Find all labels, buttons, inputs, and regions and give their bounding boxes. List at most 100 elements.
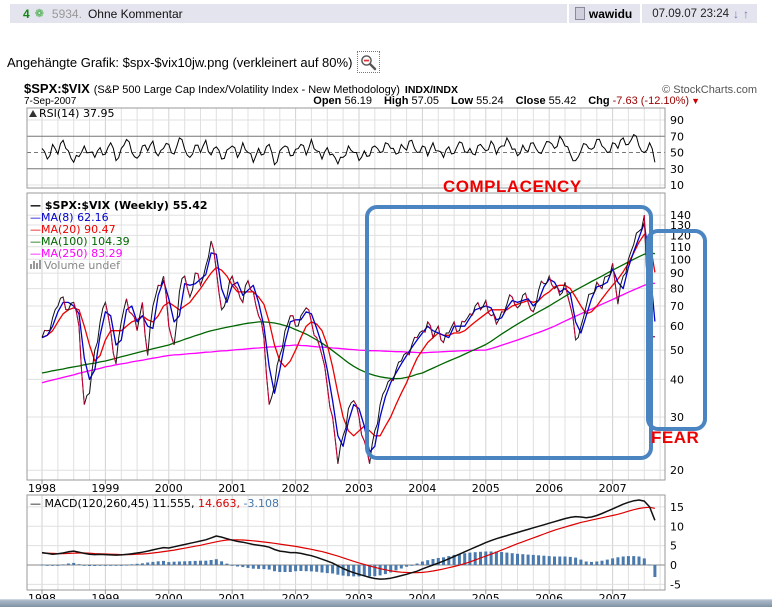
macd-histogram-bar (642, 558, 646, 565)
chart-source: © StockCharts.com (662, 84, 757, 96)
macd-histogram-bar (357, 565, 361, 577)
macd-histogram-bar (373, 565, 377, 577)
zoom-out-button[interactable] (357, 51, 381, 73)
macd-histogram-bar (457, 554, 461, 565)
rsi-label: RSI(14) 37.95 (39, 107, 114, 120)
macd-histogram-bar (547, 556, 551, 565)
macd-histogram-bar (447, 556, 451, 565)
axis-tick-label: 110 (670, 241, 691, 254)
macd-histogram-bar (516, 553, 519, 565)
macd-histogram-bar (468, 552, 472, 565)
axis-tick-label: 140 (670, 209, 691, 222)
username-link[interactable]: wawidu (588, 6, 633, 21)
axis-tick-label: 10 (670, 520, 684, 533)
x-axis-year-label: 2003 (345, 482, 373, 495)
post-header-bar: 4 ❁ 5934. Ohne Kommentar wawidu 07.09.07… (10, 4, 757, 23)
macd-histogram-bar (505, 552, 509, 565)
rsi-panel-border (26, 107, 666, 189)
quote-change: Chg -7.63 (-12.10%) ▼ (588, 95, 700, 107)
axis-tick-label: 50 (670, 147, 684, 160)
axis-tick-label: 50 (670, 344, 684, 357)
ma100-line (41, 252, 655, 380)
macd-histogram-bar (183, 561, 187, 565)
rsi-line (41, 133, 656, 166)
macd-histogram-bar (473, 552, 477, 565)
macd-histogram-bar (109, 565, 113, 566)
macd-histogram-bar (283, 565, 287, 572)
post-header-user-cell: wawidu (566, 4, 640, 23)
axis-tick-label: 15 (670, 501, 684, 514)
nav-down-arrow[interactable]: ↓ (733, 6, 739, 21)
macd-histogram-bar (188, 561, 192, 565)
macd-legend: — MACD(120,260,45) 11.555, 14.663, -3.10… (30, 497, 279, 510)
macd-histogram-bar (637, 556, 641, 565)
price-down-segments (44, 215, 655, 464)
zoom-out-magnifier-icon (361, 54, 377, 70)
macd-histogram-bar (436, 558, 440, 565)
macd-histogram-bar (51, 565, 55, 566)
macd-histogram-bar (616, 557, 620, 565)
chart-quote-row: 7-Sep-2007 Open 56.19 High 57.05 Low 55.… (24, 95, 700, 107)
ma20-line (41, 233, 656, 437)
axis-tick-label: 10 (670, 179, 684, 192)
macd-histogram-bar (40, 564, 44, 566)
macd-histogram-bar (103, 565, 107, 566)
macd-histogram-bar (331, 565, 335, 574)
macd-histogram-bar (420, 561, 424, 565)
macd-histogram-bar (648, 564, 652, 566)
axis-tick-label: 5 (670, 540, 677, 553)
macd-histogram-bar (590, 561, 593, 565)
post-title[interactable]: Ohne Kommentar (87, 6, 183, 21)
macd-histogram-bar (415, 563, 419, 565)
macd-histogram-bar (72, 562, 76, 565)
axis-tick-label: 20 (670, 464, 684, 477)
axis-tick-label: 90 (670, 267, 684, 280)
macd-histogram-bar (489, 551, 493, 565)
macd-histogram-bar (621, 556, 625, 565)
axis-tick-label: 130 (670, 219, 691, 232)
macd-histogram-bar (405, 565, 409, 567)
macd-histogram-bar (531, 554, 535, 565)
axis-tick-label: 90 (670, 114, 684, 127)
quote-close: Close 55.42 (515, 95, 577, 107)
macd-histogram-bar (214, 559, 218, 565)
ma250-line (41, 282, 655, 384)
axis-tick-label: 100 (670, 253, 691, 266)
nav-up-arrow[interactable]: ↑ (743, 6, 749, 21)
macd-histogram-bar (125, 564, 128, 566)
macd-histogram-bar (410, 565, 414, 566)
legend-volume: Volume undef (44, 259, 121, 272)
axis-tick-label: 70 (670, 130, 684, 143)
macd-histogram-bar (93, 565, 97, 566)
axis-tick-label: 30 (670, 411, 684, 424)
legend-item: —MA(250) 83.29 (30, 247, 123, 260)
chart-symbol: $SPX:$VIX (24, 81, 90, 96)
chart-description: (S&P 500 Large Cap Index/Volatility Inde… (93, 84, 400, 96)
macd-histogram-bar (220, 561, 224, 565)
rsi-indicator-icon (29, 110, 37, 117)
macd-histogram-bar (563, 556, 567, 565)
macd-histogram-bar (257, 565, 261, 569)
macd-histogram-bar (119, 565, 123, 566)
change-down-triangle-icon: ▼ (691, 96, 700, 106)
post-timestamp: 07.09.07 23:24 (652, 7, 729, 20)
quote-date: 7-Sep-2007 (24, 96, 77, 107)
macd-histogram-bar (236, 565, 239, 567)
macd-histogram-bar (600, 560, 604, 565)
chart-title-row: $SPX:$VIX (S&P 500 Large Cap Index/Volat… (24, 81, 757, 96)
window-bottom-bar[interactable] (0, 599, 772, 607)
macd-histogram-bar (172, 561, 176, 565)
macd-histogram-bar (341, 565, 345, 576)
axis-tick-label: 0 (670, 559, 677, 572)
macd-histogram-bar (209, 560, 213, 565)
complacency-box-annotation (365, 205, 653, 460)
macd-histogram-bar (526, 554, 530, 565)
main-panel-border (26, 192, 666, 481)
attachment-label: Angehängte Grafik: $spx-$vix10jw.png (ve… (7, 54, 353, 70)
macd-histogram-bar (294, 565, 298, 572)
axis-tick-label: -5 (670, 578, 681, 591)
axis-tick-label: 60 (670, 320, 684, 333)
macd-histogram-bar (167, 562, 171, 565)
macd-histogram-bar (537, 555, 541, 565)
macd-histogram-bar (82, 565, 86, 566)
